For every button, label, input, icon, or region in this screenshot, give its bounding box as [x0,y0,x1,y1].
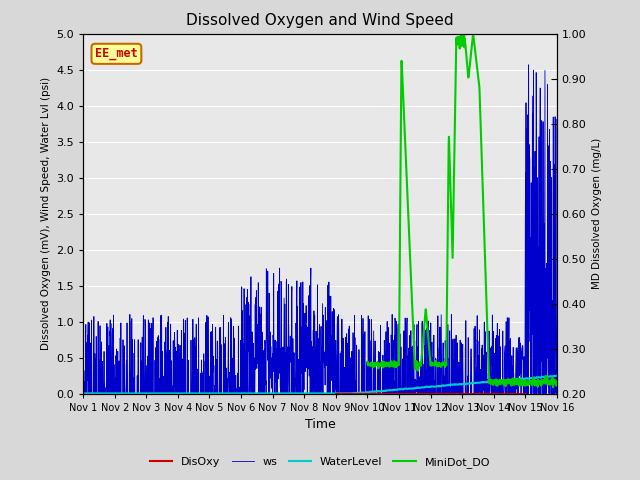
ws [297,280,305,286]
WaterLevel [449,382,456,387]
ws [525,62,532,68]
ws [104,391,111,396]
MiniDot_DO [488,381,496,386]
DisOxy [332,391,340,396]
Line: ws: ws [83,65,557,394]
MiniDot_DO [559,378,567,384]
ws [553,117,561,122]
WaterLevel [166,391,173,396]
MiniDot_DO [460,29,468,35]
Line: MiniDot_DO: MiniDot_DO [367,32,563,387]
DisOxy [451,391,459,396]
ws [540,119,547,124]
MiniDot_DO [549,384,557,390]
Text: EE_met: EE_met [95,48,138,60]
DisOxy [522,391,529,396]
Y-axis label: Dissolved Oxygen (mV), Wind Speed, Water Lvl (psi): Dissolved Oxygen (mV), Wind Speed, Water… [41,77,51,350]
MiniDot_DO [364,359,371,365]
DisOxy [394,391,401,396]
Legend: DisOxy, ws, WaterLevel, MiniDot_DO: DisOxy, ws, WaterLevel, MiniDot_DO [145,452,495,472]
DisOxy [468,391,476,396]
DisOxy [407,391,415,396]
Title: Dissolved Oxygen and Wind Speed: Dissolved Oxygen and Wind Speed [186,13,454,28]
Y-axis label: MD Dissolved Oxygen (mg/L): MD Dissolved Oxygen (mg/L) [592,138,602,289]
Line: WaterLevel: WaterLevel [83,374,573,394]
X-axis label: Time: Time [305,418,335,431]
WaterLevel [351,391,358,396]
WaterLevel [79,391,87,396]
MiniDot_DO [483,299,490,305]
MiniDot_DO [532,378,540,384]
MiniDot_DO [376,361,383,367]
ws [452,332,460,338]
WaterLevel [205,391,213,396]
MiniDot_DO [477,141,485,147]
WaterLevel [407,386,415,392]
WaterLevel [369,389,376,395]
ws [310,372,317,377]
DisOxy [355,391,362,396]
WaterLevel [569,371,577,377]
WaterLevel [301,391,308,396]
MiniDot_DO [512,381,520,386]
ws [540,391,547,396]
DisOxy [470,391,477,396]
ws [79,391,87,396]
